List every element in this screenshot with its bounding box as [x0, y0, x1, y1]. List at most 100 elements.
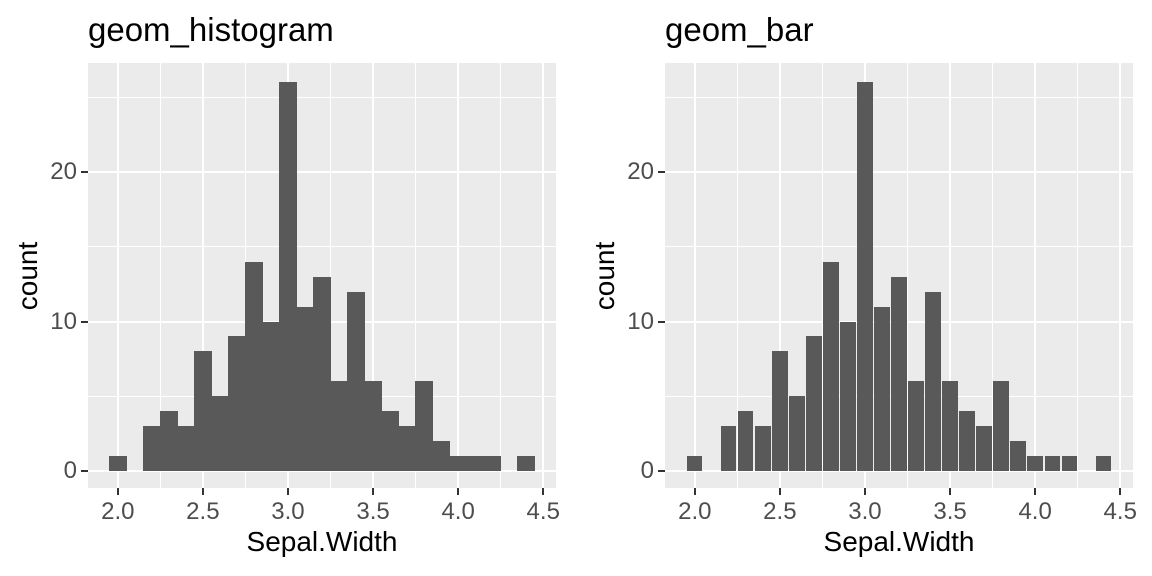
bar	[176, 426, 195, 471]
bar	[517, 456, 536, 471]
bar	[738, 411, 754, 471]
bar	[483, 456, 502, 471]
y-tick-label: 10	[50, 307, 77, 335]
x-tick-mark	[778, 488, 781, 495]
x-axis-title: Sepal.Width	[246, 526, 398, 557]
gridline-major-y	[665, 470, 1133, 472]
bar	[891, 276, 907, 471]
bar	[789, 396, 805, 471]
bar	[142, 426, 161, 471]
gridline-minor-x	[159, 63, 161, 488]
y-tick-mark	[658, 171, 665, 173]
bar	[364, 381, 383, 471]
plot-title: geom_histogram	[88, 11, 334, 48]
gridline-major-x	[949, 63, 952, 488]
gridline-major-x	[778, 63, 781, 488]
bar	[823, 261, 839, 471]
y-tick-mark	[81, 320, 88, 323]
y-tick-label: 0	[63, 457, 77, 484]
x-tick-mark	[542, 488, 545, 495]
gridline-minor-y	[665, 246, 1133, 248]
bar	[415, 381, 434, 471]
x-tick-label: 2.5	[763, 498, 797, 525]
gridline-minor-x	[821, 63, 823, 488]
figure-geom-histogram: geom_histogram count Sepal.Width 2.0 2.5 3…	[12, 11, 560, 557]
gridline-major-x	[372, 63, 375, 488]
bar	[1061, 456, 1077, 471]
bar	[210, 396, 229, 471]
gridline-major-y	[88, 171, 556, 173]
gridline-major-x	[1034, 63, 1037, 488]
bar	[993, 381, 1009, 471]
x-tick-label: 2.5	[186, 498, 220, 525]
gridline-minor-x	[500, 63, 502, 488]
x-tick-label: 4.0	[1018, 498, 1052, 525]
x-tick-mark	[286, 488, 289, 495]
bar	[687, 456, 703, 471]
x-tick-label: 3.0	[271, 498, 305, 525]
x-tick-label: 3.5	[933, 498, 967, 525]
bar	[295, 306, 314, 471]
x-tick-label: 4.0	[441, 498, 475, 525]
gridline-major-x	[116, 63, 119, 488]
plot-panel	[665, 63, 1133, 488]
x-tick-mark	[1034, 488, 1037, 495]
gridline-minor-x	[992, 63, 994, 488]
bar	[1010, 441, 1026, 471]
bar	[772, 351, 788, 471]
bar	[108, 456, 127, 471]
bar	[925, 291, 941, 471]
bar	[959, 411, 975, 471]
x-tick-mark	[201, 488, 204, 495]
gridline-minor-x	[330, 63, 331, 488]
gridline-major-x	[542, 63, 545, 488]
bar	[976, 426, 992, 471]
x-tick-mark	[693, 488, 696, 495]
gridline-minor-x	[415, 63, 417, 488]
bar	[1027, 456, 1043, 471]
bar	[874, 306, 890, 471]
x-tick-label: 2.0	[678, 498, 712, 525]
bar	[312, 276, 331, 471]
bar	[347, 291, 366, 471]
y-tick-label: 20	[50, 158, 77, 185]
gridline-minor-x	[1077, 63, 1079, 488]
gridline-major-x	[201, 63, 204, 488]
gridline-minor-y	[665, 96, 1133, 98]
y-tick-mark	[81, 171, 88, 173]
bar	[261, 321, 280, 471]
plot-title: geom_bar	[665, 11, 814, 48]
gridline-major-y	[88, 470, 556, 472]
bar	[942, 381, 958, 471]
bar	[908, 381, 924, 471]
y-tick-mark	[81, 470, 88, 472]
bar	[721, 426, 737, 471]
bar	[330, 381, 349, 471]
x-axis-title: Sepal.Width	[823, 526, 975, 557]
bar	[244, 261, 263, 471]
x-tick-mark	[949, 488, 952, 495]
gridline-major-y	[665, 171, 1133, 173]
y-tick-mark	[658, 320, 665, 323]
x-tick-mark	[116, 488, 119, 495]
bar	[840, 321, 856, 471]
bar	[1044, 456, 1060, 471]
bar	[449, 456, 468, 471]
bar	[432, 441, 451, 471]
bar	[1095, 456, 1111, 471]
bar	[755, 426, 771, 471]
bar	[278, 82, 297, 471]
gridline-major-x	[1119, 63, 1122, 488]
y-tick-label: 20	[627, 158, 654, 185]
gridline-minor-y	[88, 246, 556, 248]
figure-geom-bar: geom_bar count Sepal.Width 2.0 2.5 3.0 3.5 4…	[577, 0, 1152, 576]
bar	[159, 411, 178, 471]
bar	[227, 336, 246, 471]
y-tick-label: 10	[627, 307, 654, 335]
x-tick-mark	[1119, 488, 1122, 495]
x-tick-mark	[457, 488, 460, 495]
x-tick-mark	[863, 488, 866, 495]
y-tick-label: 0	[640, 457, 654, 484]
x-tick-label: 4.5	[526, 498, 560, 525]
gridline-minor-x	[736, 63, 738, 488]
